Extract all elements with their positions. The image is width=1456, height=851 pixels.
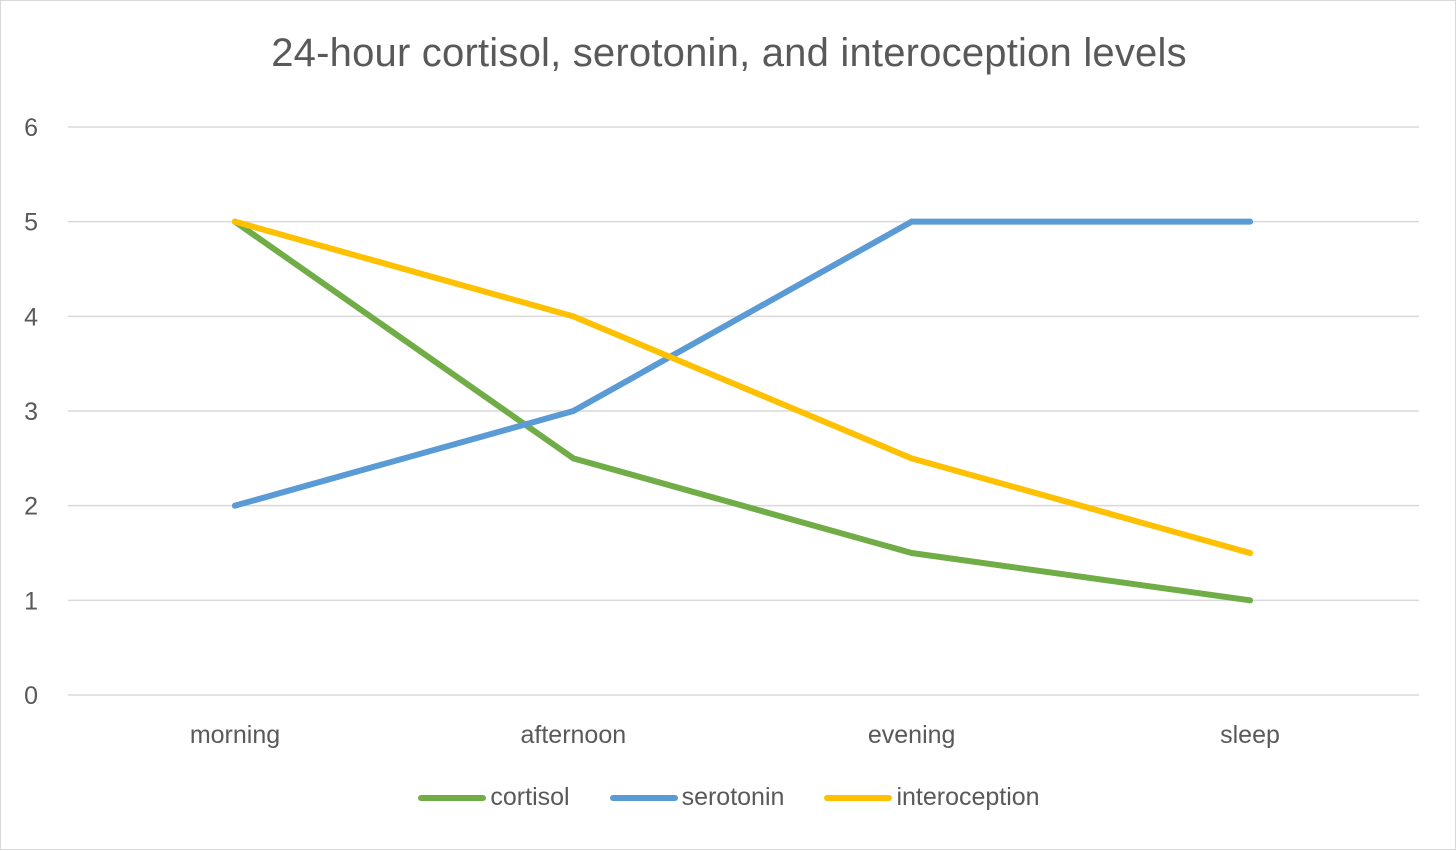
data-point-serotonin[interactable] bbox=[570, 408, 577, 414]
y-tick-label: 0 bbox=[24, 682, 38, 710]
y-tick-label: 3 bbox=[24, 398, 38, 426]
series-lines bbox=[232, 218, 1253, 604]
data-point-interoception[interactable] bbox=[1247, 550, 1253, 556]
x-tick-label: afternoon bbox=[521, 721, 627, 749]
data-point-serotonin[interactable] bbox=[1247, 218, 1253, 225]
legend-swatch-serotonin bbox=[609, 794, 678, 801]
data-point-serotonin[interactable] bbox=[232, 502, 238, 509]
x-tick-label: morning bbox=[190, 721, 280, 749]
data-point-cortisol[interactable] bbox=[570, 455, 577, 462]
y-tick-label: 1 bbox=[24, 587, 38, 615]
x-tick-label: evening bbox=[868, 721, 956, 749]
legend-label-serotonin: serotonin bbox=[681, 783, 785, 811]
data-point-cortisol[interactable] bbox=[908, 550, 915, 556]
series-line-interoception[interactable] bbox=[232, 218, 1253, 556]
data-point-serotonin[interactable] bbox=[908, 218, 915, 225]
gridlines bbox=[68, 126, 1419, 696]
y-tick-label: 4 bbox=[24, 303, 38, 331]
data-point-cortisol[interactable] bbox=[1247, 597, 1253, 604]
y-tick-label: 6 bbox=[24, 114, 38, 142]
legend: cortisol serotonin interoception bbox=[1, 783, 1456, 812]
data-point-interoception[interactable] bbox=[232, 218, 238, 225]
x-axis-ticks: morning afternoon evening sleep bbox=[190, 721, 1280, 749]
legend-label-interoception: interoception bbox=[896, 783, 1040, 811]
legend-swatch-cortisol bbox=[418, 794, 487, 801]
legend-item-interoception[interactable]: interoception bbox=[824, 783, 1040, 812]
series-line-serotonin[interactable] bbox=[232, 218, 1253, 509]
data-point-interoception[interactable] bbox=[570, 313, 577, 320]
data-point-interoception[interactable] bbox=[908, 455, 915, 462]
x-tick-label: sleep bbox=[1220, 721, 1280, 749]
y-tick-label: 2 bbox=[24, 493, 38, 521]
legend-item-cortisol[interactable]: cortisol bbox=[418, 783, 570, 812]
legend-swatch-interoception bbox=[824, 794, 893, 801]
y-tick-label: 5 bbox=[24, 209, 38, 237]
legend-label-cortisol: cortisol bbox=[490, 783, 570, 811]
series-line-cortisol[interactable] bbox=[232, 218, 1253, 604]
y-axis-ticks: 0 1 2 3 4 5 6 bbox=[24, 114, 38, 710]
chart-title: 24-hour cortisol, serotonin, and interoc… bbox=[271, 31, 1187, 75]
legend-item-serotonin[interactable]: serotonin bbox=[609, 783, 785, 812]
